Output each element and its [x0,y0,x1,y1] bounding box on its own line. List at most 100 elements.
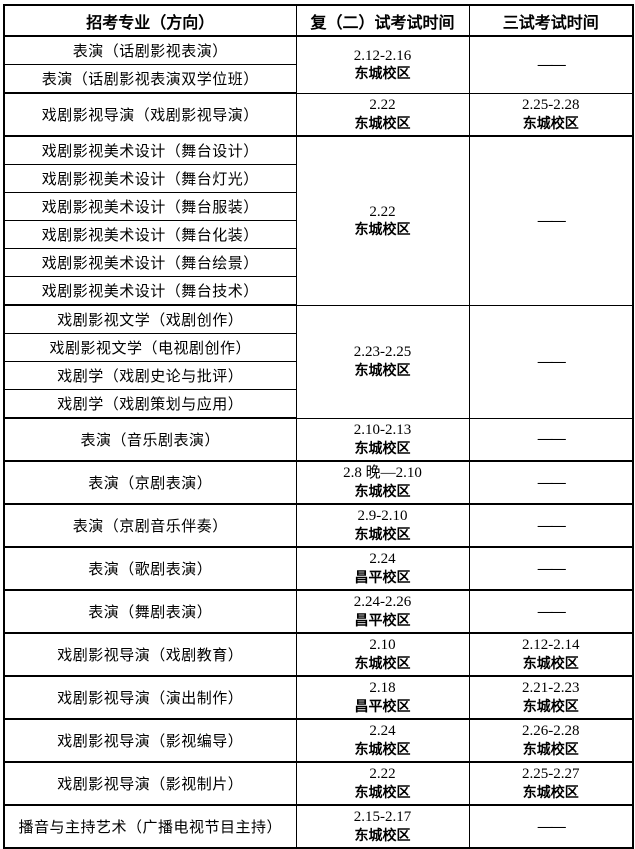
major-cell: 戏剧影视导演（影视制片） [3,761,297,806]
table-row: 表演（舞剧表演） 2.24-2.26 昌平校区 —— [3,589,634,634]
exam-campus: 东城校区 [354,114,411,131]
no-exam-dash: —— [537,560,566,577]
table-row: 戏剧影视文学（电视剧创作） [3,333,633,362]
no-exam-dash: —— [537,818,566,835]
exam-campus: 昌平校区 [354,612,411,629]
exam-campus: 东城校区 [522,698,579,715]
major-cell: 戏剧影视导演（影视编导） [3,718,297,763]
exam-date: 2.23-2.25 [353,344,412,361]
major-cell: 表演（音乐剧表演） [3,417,297,462]
table-row: 戏剧学（戏剧策划与应用） [3,389,633,419]
major-cell: 表演（京剧音乐伴奏） [3,503,297,548]
major-cell: 戏剧影视美术设计（舞台服装） [3,192,297,221]
exam-date: 2.8 晚—2.10 [343,465,422,482]
table-row: 戏剧影视导演（戏剧教育） 2.10 东城校区 2.12-2.14 东城校区 [3,632,634,677]
exam-date: 2.15-2.17 [353,809,412,826]
exam-campus: 东城校区 [354,827,411,844]
table-row: 表演（京剧音乐伴奏） 2.9-2.10 东城校区 —— [3,503,634,548]
exam-campus: 昌平校区 [354,698,411,715]
table-row: 表演（话剧影视表演双学位班） [3,64,633,94]
table-row: 表演（音乐剧表演） 2.10-2.13 东城校区 —— [3,417,634,462]
exam-campus: 东城校区 [354,221,411,238]
table-row: 戏剧影视导演（演出制作） 2.18 昌平校区 2.21-2.23 东城校区 [3,675,634,720]
major-cell: 戏剧影视美术设计（舞台设计） [3,135,297,165]
exam-date: 2.24 [369,551,396,568]
table-row: 表演（歌剧表演） 2.24 昌平校区 —— [3,546,634,591]
round2-time-cell: 2.24 东城校区 [295,718,470,763]
exam-date: 2.22 [369,203,396,220]
col-header-major: 招考专业（方向） [3,4,297,37]
round2-time-cell: 2.9-2.10 东城校区 [295,503,470,548]
major-cell: 戏剧影视导演（戏剧影视导演） [3,92,297,137]
major-cell: 戏剧学（戏剧史论与批评） [3,361,297,390]
major-cell: 戏剧影视文学（电视剧创作） [3,333,297,362]
exam-date: 2.24 [369,723,396,740]
exam-date: 2.22 [369,97,396,114]
exam-campus: 东城校区 [522,784,579,801]
table-row: 戏剧影视美术设计（舞台绘景） [3,248,633,277]
col-header-round2-time: 复（二）试考试时间 [295,4,470,37]
no-exam-dash: —— [537,603,566,620]
exam-campus: 东城校区 [354,483,411,500]
round2-time-cell: 2.10 东城校区 [295,632,470,677]
round3-time-cell: —— [468,460,634,505]
round3-time-cell: —— [468,804,634,849]
exam-campus: 昌平校区 [354,569,411,586]
exam-campus: 东城校区 [354,439,411,456]
table-row: 戏剧影视导演（影视编导） 2.24 东城校区 2.26-2.28 东城校区 [3,718,634,763]
exam-campus: 东城校区 [354,741,411,758]
exam-date: 2.21-2.23 [522,680,580,697]
round2-time-cell: 2.18 昌平校区 [295,675,470,720]
table-row: 戏剧影视美术设计（舞台技术） [3,276,633,306]
header-row: 招考专业（方向） 复（二）试考试时间 三试考试时间 [3,4,634,37]
round3-time-cell: —— [468,35,634,94]
round3-time-cell: —— [468,304,634,419]
exam-date: 2.10-2.13 [353,422,412,439]
exam-campus: 东城校区 [354,65,411,82]
round2-time-cell: 2.24-2.26 昌平校区 [295,589,470,634]
major-cell: 表演（歌剧表演） [3,546,297,591]
exam-campus: 东城校区 [522,655,579,672]
major-cell: 戏剧影视美术设计（舞台绘景） [3,248,297,277]
exam-date: 2.26-2.28 [522,723,580,740]
col-header-round3-time: 三试考试时间 [468,4,634,37]
major-cell: 表演（京剧表演） [3,460,297,505]
exam-date: 2.9-2.10 [357,508,408,525]
round2-time-cell: 2.23-2.25 东城校区 [295,304,470,419]
no-exam-dash: —— [537,212,566,229]
exam-date: 2.12-2.16 [353,47,412,64]
table-row: 播音与主持艺术（广播电视节目主持） 2.15-2.17 东城校区 —— [3,804,634,849]
round3-time-cell: 2.12-2.14 东城校区 [468,632,634,677]
major-cell: 戏剧影视美术设计（舞台化装） [3,220,297,249]
table-row: 戏剧影视美术设计（舞台灯光） [3,164,633,193]
round2-time-cell: 2.12-2.16 东城校区 [295,35,470,94]
no-exam-dash: —— [537,517,566,534]
round3-time-cell: —— [468,589,634,634]
major-cell: 表演（话剧影视表演双学位班） [3,64,297,94]
exam-schedule-table: 招考专业（方向） 复（二）试考试时间 三试考试时间 表演（话剧影视表演） 2.12… [3,4,634,849]
major-cell: 表演（舞剧表演） [3,589,297,634]
exam-campus: 东城校区 [522,114,579,131]
round2-time-cell: 2.22 东城校区 [295,135,470,306]
major-cell: 戏剧影视导演（演出制作） [3,675,297,720]
round3-time-cell: 2.25-2.27 东城校区 [468,761,634,806]
exam-date: 2.12-2.14 [522,637,580,654]
round3-time-cell: 2.21-2.23 东城校区 [468,675,634,720]
table-row: 戏剧影视美术设计（舞台化装） [3,220,633,249]
major-cell: 戏剧影视美术设计（舞台灯光） [3,164,297,193]
table-row: 表演（京剧表演） 2.8 晚—2.10 东城校区 —— [3,460,634,505]
round2-time-cell: 2.22 东城校区 [295,92,470,137]
round2-time-cell: 2.22 东城校区 [295,761,470,806]
round3-time-cell: —— [468,503,634,548]
major-cell: 表演（话剧影视表演） [3,35,297,65]
exam-campus: 东城校区 [354,655,411,672]
major-cell: 戏剧学（戏剧策划与应用） [3,389,297,419]
major-cell: 播音与主持艺术（广播电视节目主持） [3,804,297,849]
table-row: 戏剧影视文学（戏剧创作） 2.23-2.25 东城校区 —— [3,304,634,419]
round2-time-cell: 2.15-2.17 东城校区 [295,804,470,849]
major-cell: 戏剧影视美术设计（舞台技术） [3,276,297,306]
major-cell: 戏剧影视文学（戏剧创作） [3,304,297,334]
round2-time-cell: 2.8 晚—2.10 东城校区 [295,460,470,505]
exam-date: 2.25-2.27 [522,766,580,783]
